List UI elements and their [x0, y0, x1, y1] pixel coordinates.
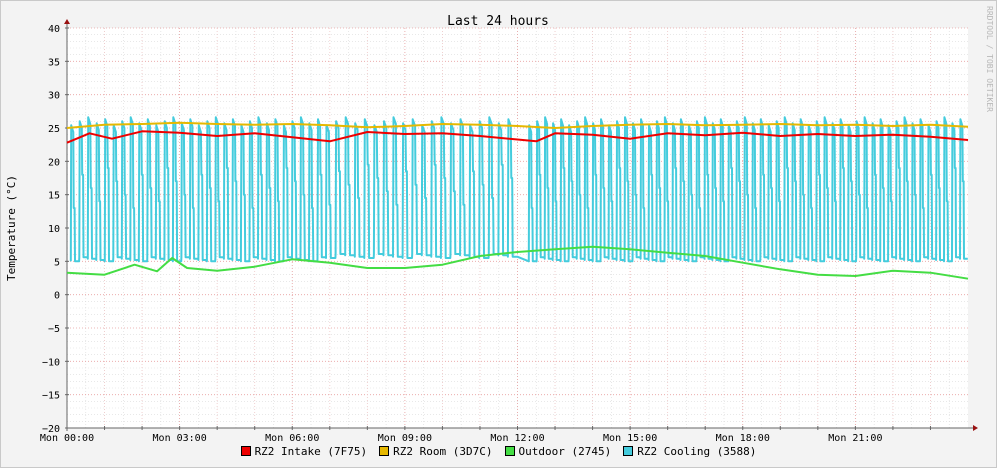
tick-labels: −20 −15 −10 −5 0 5 10 15 20 25 30 35 40 Mon 00:00 Mon …	[40, 24, 883, 444]
y-tick-label: −10	[42, 357, 60, 368]
y-tick-label: 40	[48, 24, 60, 35]
x-tick-label: Mon 00:00	[40, 433, 94, 444]
series-line-cooling	[69, 116, 968, 263]
y-tick-label: −15	[42, 391, 60, 402]
y-tick-label: 30	[48, 91, 60, 102]
legend-swatch	[623, 446, 634, 456]
x-tick-label: Mon 21:00	[828, 433, 882, 444]
y-tick-label: 25	[48, 124, 60, 135]
y-tick-label: −20	[42, 424, 60, 435]
x-tick-label: Mon 09:00	[378, 433, 432, 444]
grid-lines	[66, 27, 968, 429]
legend-item: Outdoor (2745)	[504, 445, 612, 458]
series-line-outdoor	[66, 245, 969, 280]
series-line-intake	[66, 130, 969, 144]
y-tick-label: 20	[48, 157, 60, 168]
y-tick-label: 35	[48, 57, 60, 68]
x-axis-arrow	[973, 425, 978, 431]
x-tick-label: Mon 06:00	[265, 433, 319, 444]
legend-item: RZ2 Cooling (3588)	[623, 445, 756, 458]
rrdtool-watermark: RRDTOOL / TOBI OETIKER	[985, 6, 994, 112]
x-tick-label: Mon 12:00	[490, 433, 544, 444]
axes	[64, 19, 978, 431]
legend: RZ2 Intake (7F75) RZ2 Room (3D7C) Outdoor …	[0, 445, 997, 458]
legend-swatch	[504, 446, 515, 456]
legend-item: RZ2 Intake (7F75)	[240, 445, 368, 458]
legend-label: RZ2 Room (3D7C)	[393, 445, 493, 458]
legend-item: RZ2 Room (3D7C)	[379, 445, 493, 458]
series-line-room	[66, 121, 969, 129]
legend-label: RZ2 Intake (7F75)	[254, 445, 368, 458]
x-tick-label: Mon 15:00	[603, 433, 657, 444]
y-tick-label: −5	[48, 324, 60, 335]
y-axis-label: Temperature (°C)	[5, 175, 18, 281]
y-axis-arrow	[64, 19, 70, 24]
plot-area	[66, 116, 969, 280]
x-tick-label: Mon 03:00	[153, 433, 207, 444]
y-tick-label: 15	[48, 191, 60, 202]
chart-title: Last 24 hours	[447, 14, 549, 29]
legend-swatch	[379, 446, 390, 456]
legend-swatch	[240, 446, 251, 456]
legend-label: RZ2 Cooling (3588)	[637, 445, 757, 458]
y-tick-label: 0	[54, 291, 60, 302]
x-tick-label: Mon 18:00	[716, 433, 770, 444]
y-tick-label: 5	[54, 257, 60, 268]
legend-label: Outdoor (2745)	[518, 445, 612, 458]
y-tick-label: 10	[48, 224, 60, 235]
